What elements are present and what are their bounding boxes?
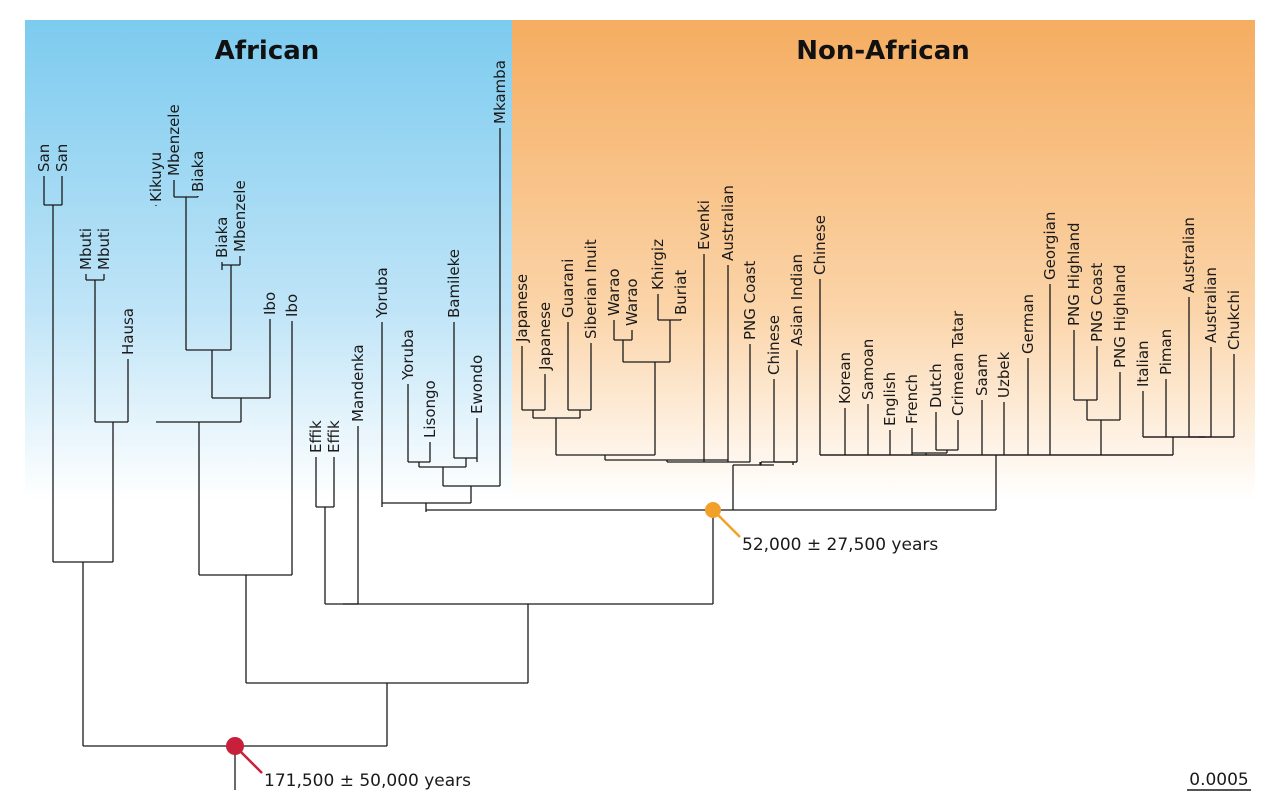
- leaf-label: Crimean Tatar: [949, 310, 967, 416]
- leaf-label: Mbenzele: [165, 104, 183, 176]
- leaf-label: Mkamba: [491, 60, 509, 124]
- leaf-label: Chinese: [765, 315, 783, 375]
- leaf-label: PNG Coast: [1088, 263, 1106, 342]
- leaf-label: Japanese: [536, 302, 554, 371]
- split-marker: [705, 502, 721, 518]
- leaf-label: Italian: [1134, 340, 1152, 387]
- leaf-label: Chukchi: [1225, 290, 1243, 350]
- leaf-label: Samoan: [859, 339, 877, 400]
- leaf-label: PNG Highland: [1065, 222, 1083, 326]
- leaf-label: French: [903, 374, 921, 424]
- non-african-region: [512, 20, 1255, 500]
- leaf-label: Korean: [836, 352, 854, 404]
- leaf-label: Ewondo: [468, 355, 486, 414]
- african-region: [25, 20, 512, 500]
- leaf-label: Australian: [1180, 217, 1198, 293]
- leaf-label: Australian: [719, 185, 737, 261]
- leaf-label: Lisongo: [421, 380, 439, 438]
- leaf-label: Georgian: [1041, 212, 1059, 280]
- leaf-label: Warao: [605, 268, 623, 316]
- leaf-label: Japanese: [513, 274, 531, 343]
- leaf-label: Biaka: [213, 217, 231, 258]
- leaf-label: Buriat: [672, 270, 690, 315]
- leaf-label: Mbenzele: [231, 180, 249, 252]
- leaf-label: Uzbek: [995, 351, 1013, 398]
- leaf-label: Guarani: [559, 259, 577, 318]
- leaf-label: Effik: [325, 420, 343, 453]
- leaf-label: Yoruba: [399, 329, 417, 381]
- tree-branches: [43, 128, 1235, 747]
- leaf-label: Khirgiz: [649, 239, 667, 290]
- leaf-label: Biaka: [189, 151, 207, 192]
- non-african-label: Non-African: [796, 36, 970, 66]
- leaf-label: Ibo: [283, 294, 301, 317]
- leaf-label: English: [881, 372, 899, 426]
- leaf-label: Yoruba: [373, 267, 391, 319]
- leaf-label: Chinese: [811, 215, 829, 275]
- leaf-label: Ibo: [261, 292, 279, 315]
- leaf-label: PNG Highland: [1111, 264, 1129, 368]
- african-label: African: [215, 36, 320, 66]
- leaf-label: San: [35, 144, 53, 172]
- scale-label: 0.0005: [1189, 770, 1248, 790]
- leaf-label: Mandenka: [349, 344, 367, 422]
- leaf-label: German: [1019, 294, 1037, 354]
- leaf-label: Mbuti: [77, 228, 95, 270]
- leaf-label: Australian: [1202, 267, 1220, 343]
- leaf-label: Asian Indian: [788, 254, 806, 346]
- leaf-label: Warao: [623, 278, 641, 326]
- leaf-label: San: [53, 144, 71, 172]
- root-marker: [226, 737, 244, 755]
- leaf-label: Effik: [307, 420, 325, 453]
- leaf-label: Kikuyu: [147, 152, 165, 202]
- leaf-label: Piman: [1157, 329, 1175, 375]
- leaf-label: PNG Coast: [741, 261, 759, 340]
- leaf-label: Dutch: [927, 363, 945, 408]
- leaf-label: Evenki: [695, 200, 713, 250]
- leaf-label: Saam: [973, 353, 991, 396]
- root-age-label: 171,500 ± 50,000 years: [264, 771, 471, 791]
- leaf-label: Mbuti: [95, 228, 113, 270]
- leaf-label: Bamileke: [445, 249, 463, 318]
- leaf-label: Hausa: [119, 308, 137, 355]
- split-age-label: 52,000 ± 27,500 years: [742, 535, 938, 555]
- leaf-label: Siberian Inuit: [582, 239, 600, 339]
